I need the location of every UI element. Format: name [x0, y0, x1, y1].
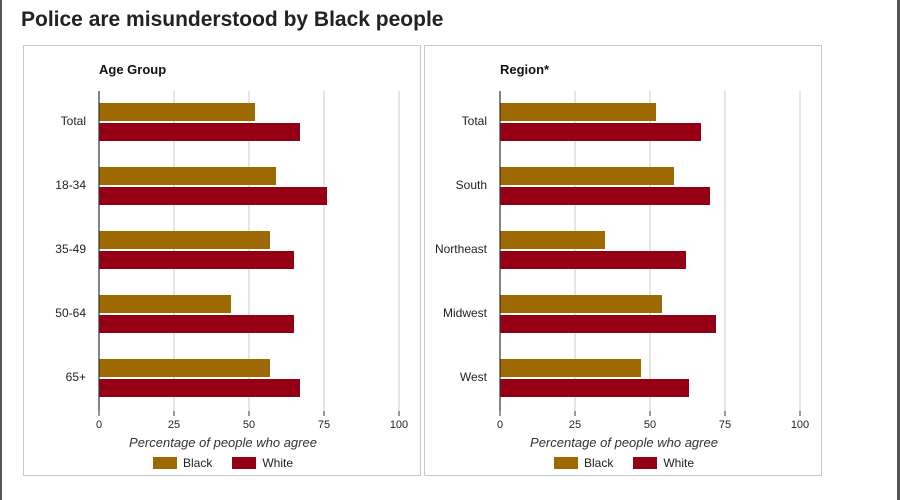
legend-label-white: White: [663, 456, 695, 470]
right-frame-border: [897, 0, 900, 500]
x-tick-label: 100: [390, 419, 408, 431]
legend: Black White: [24, 456, 422, 470]
category-label: Midwest: [443, 306, 488, 320]
bar-white: [500, 251, 686, 269]
x-axis-label: Percentage of people who agree: [129, 435, 317, 450]
category-label: 50-64: [55, 306, 86, 320]
bar-black: [99, 167, 276, 185]
x-tick-label: 25: [569, 419, 581, 431]
category-label: South: [456, 178, 487, 192]
x-tick-label: 75: [719, 419, 731, 431]
age-group-panel: Age Group Total 18-34 35-49 50-64 65+ 0 25 50 75…: [23, 45, 421, 476]
category-label: West: [460, 370, 488, 384]
left-frame-border: [0, 0, 2, 500]
bar-black: [500, 167, 674, 185]
bar-black: [99, 359, 270, 377]
legend: Black White: [425, 456, 823, 470]
x-tick-label: 100: [791, 419, 809, 431]
legend-item-black: Black: [553, 456, 614, 470]
legend-label-black: Black: [182, 456, 213, 470]
category-label: 35-49: [55, 242, 86, 256]
bar-white: [99, 123, 300, 141]
legend-swatch-black: [152, 457, 177, 469]
bar-black: [99, 231, 270, 249]
legend-label-black: Black: [583, 456, 614, 470]
legend-item-black: Black: [152, 456, 213, 470]
bar-black: [99, 103, 255, 121]
region-panel: Region* Total South Northeast Midwest West 0 2…: [424, 45, 822, 476]
bar-black: [500, 359, 641, 377]
bar-white: [500, 379, 689, 397]
bar-white: [99, 251, 294, 269]
bar-white: [500, 187, 710, 205]
x-tick-label: 0: [497, 419, 503, 431]
panel-title: Region*: [500, 62, 550, 77]
category-label: 65+: [66, 370, 86, 384]
category-label: 18-34: [55, 178, 86, 192]
legend-item-white: White: [633, 456, 694, 470]
legend-item-white: White: [232, 456, 293, 470]
bar-black: [500, 295, 662, 313]
age-group-bar-chart: Total 18-34 35-49 50-64 65+ 0 25 50 75 100: [55, 91, 408, 431]
bar-black: [500, 231, 605, 249]
x-tick-label: 0: [96, 419, 102, 431]
x-tick-label: 75: [318, 419, 330, 431]
bar-black: [500, 103, 656, 121]
legend-swatch-white: [232, 457, 257, 469]
bar-black: [99, 295, 231, 313]
legend-swatch-white: [633, 457, 658, 469]
x-tick-label: 50: [644, 419, 656, 431]
legend-swatch-black: [553, 457, 578, 469]
category-label: Total: [462, 114, 487, 128]
x-tick-label: 50: [243, 419, 255, 431]
x-axis-label: Percentage of people who agree: [530, 435, 718, 450]
bar-white: [500, 123, 701, 141]
bar-white: [99, 187, 327, 205]
bar-white: [500, 315, 716, 333]
x-tick-label: 25: [168, 419, 180, 431]
chart-title: Police are misunderstood by Black people: [21, 8, 444, 31]
category-label: Total: [61, 114, 86, 128]
bar-white: [99, 315, 294, 333]
panel-title: Age Group: [99, 62, 167, 77]
bar-white: [99, 379, 300, 397]
legend-label-white: White: [262, 456, 294, 470]
category-label: Northeast: [435, 242, 488, 256]
region-bar-chart: Total South Northeast Midwest West 0 25 50 75 100: [435, 91, 809, 431]
